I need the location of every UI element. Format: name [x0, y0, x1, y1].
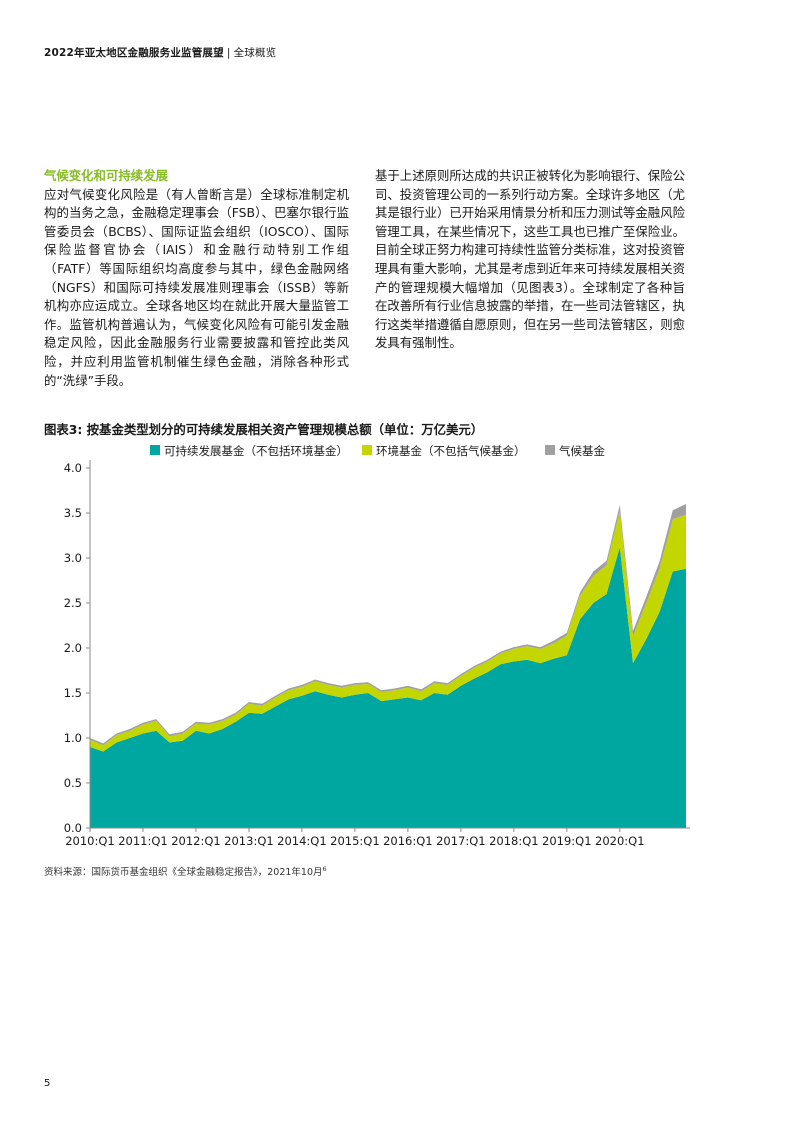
y-tick-label: 1.5: [64, 686, 82, 700]
left-paragraph: 应对气候变化风险是（有人曾断言是）全球标准制定机构的当务之急，金融稳定理事会（F…: [44, 186, 349, 388]
x-tick-label: 2018:Q1: [489, 834, 539, 848]
report-title: 2022年亚太地区金融服务业监管展望: [44, 47, 224, 59]
y-tick-label: 1.0: [64, 731, 82, 745]
y-tick-label: 3.0: [64, 551, 82, 565]
x-tick-label: 2011:Q1: [118, 834, 168, 848]
x-tick-label: 2010:Q1: [65, 834, 115, 848]
x-tick-label: 2017:Q1: [436, 834, 486, 848]
y-tick-label: 0.5: [64, 776, 82, 790]
legend-swatch-2: [362, 445, 372, 455]
running-header: 2022年亚太地区金融服务业监管展望 | 全球概览: [44, 45, 276, 60]
y-tick-label: 0.0: [64, 821, 82, 835]
legend-label-3: 气候基金: [559, 444, 605, 458]
source-text: 资料来源：国际货币基金组织《全球金融稳定报告》，2021年10月: [44, 867, 323, 878]
legend-label-2: 环境基金（不包括气候基金）: [376, 444, 526, 458]
legend-swatch-3: [545, 445, 555, 455]
x-tick-label: 2015:Q1: [330, 834, 380, 848]
y-tick-label: 4.0: [64, 461, 82, 475]
section-name: 全球概览: [233, 47, 277, 59]
legend-swatch-1: [150, 445, 160, 455]
right-paragraph: 基于上述原则所达成的共识正被转化为影响银行、保险公司、投资管理公司的一系列行动方…: [375, 168, 685, 351]
source-note: 资料来源：国际货币基金组织《全球金融稳定报告》，2021年10月6: [44, 864, 327, 878]
area-series-2: [90, 511, 686, 752]
legend-label-1: 可持续发展基金（不包括环境基金）: [164, 444, 348, 458]
x-tick-label: 2016:Q1: [383, 834, 433, 848]
header-separator: |: [226, 47, 231, 59]
section-heading: 气候变化和可持续发展: [44, 168, 168, 183]
area-series-1: [90, 547, 686, 828]
y-tick-label: 2.0: [64, 641, 82, 655]
y-tick-label: 2.5: [64, 596, 82, 610]
x-tick-label: 2020:Q1: [595, 834, 645, 848]
x-tick-label: 2013:Q1: [224, 834, 274, 848]
page-number: 5: [44, 1078, 51, 1089]
footnote-ref: 6: [322, 865, 327, 873]
aum-stacked-area-chart: 0.0 0.5 1.0 1.5 2.0 2.5 3.0 3.5 4.0 2010:Q1 2011:Q…: [64, 444, 690, 848]
left-column: 气候变化和可持续发展 应对气候变化风险是（有人曾断言是）全球标准制定机构的当务之…: [44, 167, 349, 390]
right-column: 基于上述原则所达成的共识正被转化为影响银行、保险公司、投资管理公司的一系列行动方…: [375, 167, 685, 353]
x-tick-label: 2014:Q1: [277, 834, 327, 848]
figure-title: 图表3: 按基金类型划分的可持续发展相关资产管理规模总额（单位：万亿美元）: [44, 422, 484, 437]
y-tick-label: 3.5: [64, 506, 82, 520]
x-tick-label: 2019:Q1: [542, 834, 592, 848]
x-tick-label: 2012:Q1: [171, 834, 221, 848]
area-series-3: [90, 504, 686, 746]
